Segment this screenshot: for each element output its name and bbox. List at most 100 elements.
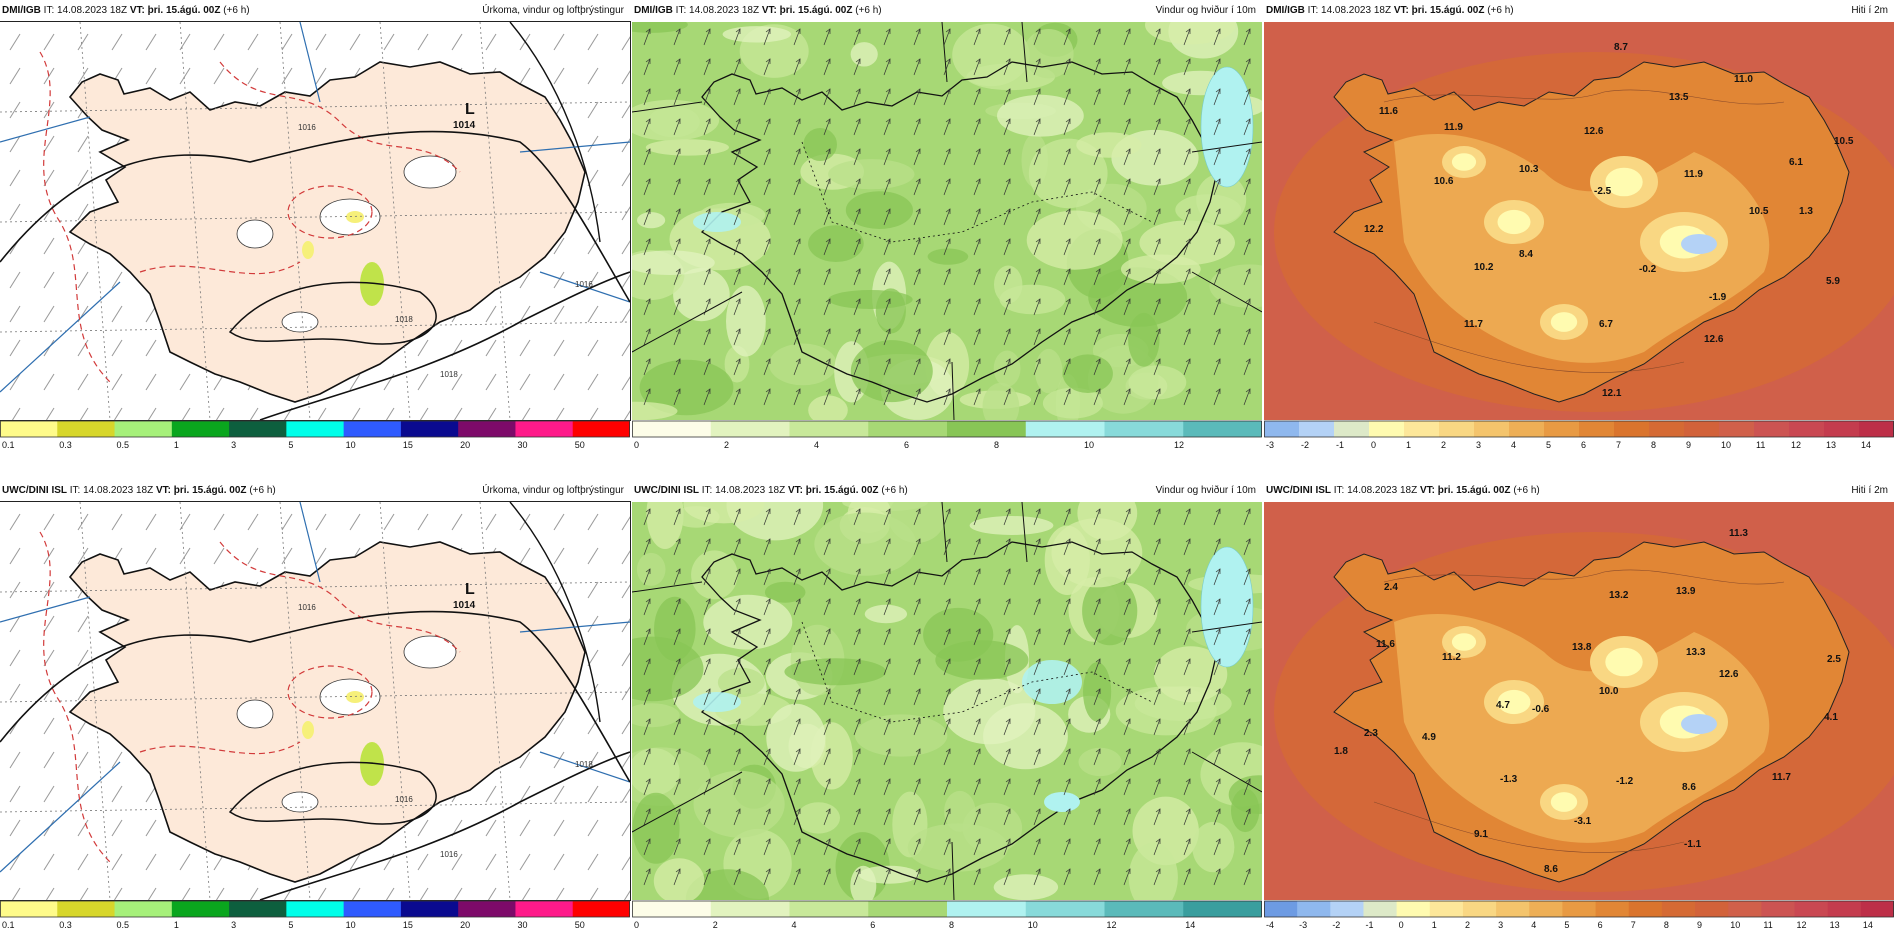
issue-time: IT: 14.08.2023 18Z (699, 485, 788, 496)
colorbar-swatch (1396, 901, 1431, 917)
iceland-coast (700, 541, 1218, 883)
temperature-label: 11.9 (1444, 122, 1463, 133)
lead-time: (+6 h) (852, 5, 882, 16)
colorbar: -3 -2 -1 0 1 2 3 4 5 6 7 8 9 10 11 12 13 14 (1264, 420, 1895, 454)
colorbar-swatch (1684, 421, 1720, 437)
colorbar-tick-label: 8 (949, 920, 954, 930)
colorbar-swatch (458, 901, 516, 917)
temperature-label: 6.7 (1599, 319, 1613, 330)
temperature-label: 10.5 (1834, 136, 1854, 147)
colorbar-tick-label: 12 (1797, 920, 1807, 930)
temperature-label: 10.5 (1749, 206, 1769, 217)
map-canvas (632, 502, 1262, 900)
colorbar-tick-label: 2 (713, 920, 718, 930)
colorbar-tick-label: 0 (634, 440, 639, 450)
lead-time: (+6 h) (246, 485, 276, 496)
colorbar-swatch (1297, 901, 1331, 917)
colorbar-tick-label: 13 (1826, 440, 1836, 450)
colorbar-swatch (1334, 421, 1370, 437)
colorbar-swatch (1719, 421, 1755, 437)
colorbar-tick-label: 3 (1476, 440, 1481, 450)
colorbar-swatch (0, 421, 58, 437)
colorbar-swatch (789, 901, 869, 917)
temperature-label: 10.2 (1474, 262, 1494, 273)
colorbar-tick-label: 10 (346, 920, 356, 930)
colorbar-swatch (1509, 421, 1545, 437)
colorbar-tick-label: 9 (1697, 920, 1702, 930)
temperature-label: -1.3 (1500, 774, 1518, 785)
map-canvas: 8.7 11.0 13.5 11.6 11.9 12.6 10.5 10.6 10.3 6.1 11… (1264, 22, 1894, 420)
temperature-label: 11.2 (1442, 652, 1461, 663)
temperature-label: 10.0 (1599, 686, 1619, 697)
colorbar-swatch (1628, 901, 1663, 917)
colorbar-swatch (114, 901, 173, 917)
colorbar-tick-label: 0.3 (59, 440, 72, 450)
model-name: DMI/IGB (1266, 5, 1305, 16)
temperature-label: 12.6 (1584, 126, 1604, 137)
temperature-label: 12.6 (1719, 669, 1739, 680)
lead-time: (+6 h) (220, 5, 250, 16)
colorbar-swatch (632, 421, 712, 437)
colorbar-tick-label: 12 (1107, 920, 1117, 930)
colorbar-tick-label: 1 (1432, 920, 1437, 930)
temperature-label: 11.3 (1729, 528, 1748, 539)
temperature-label: 10.6 (1434, 176, 1454, 187)
colorbar-tick-label: 14 (1863, 920, 1873, 930)
isobar-label: 1018 (440, 370, 458, 379)
field-name: Hiti í 2m (1851, 5, 1888, 16)
field-name: Úrkoma, vindur og loftþrýstingur (482, 485, 624, 496)
colorbar-tick-label: 10 (1730, 920, 1740, 930)
field-name: Vindur og hviður í 10m (1155, 5, 1256, 16)
temperature-label: 12.1 (1602, 388, 1622, 399)
colorbar-tick-label: 11 (1756, 440, 1765, 450)
temperature-label: 13.5 (1669, 92, 1689, 103)
colorbar-tick-label: 14 (1185, 920, 1195, 930)
temperature-label: 13.9 (1676, 586, 1696, 597)
colorbar-swatch (947, 421, 1027, 437)
colorbar-tick-label: 0.3 (59, 920, 72, 930)
colorbar-tick-label: 50 (575, 440, 585, 450)
panel-uwc-precip: UWC/DINI ISL IT: 14.08.2023 18Z VT: þri.… (0, 480, 631, 940)
colorbar-swatch (1025, 421, 1105, 437)
colorbar-swatch (1824, 421, 1860, 437)
isobar-label: 1016 (298, 123, 316, 132)
colorbar-tick-label: 10 (346, 440, 356, 450)
colorbar-swatch (1728, 901, 1762, 917)
isobar (259, 751, 630, 900)
temperature-label: 8.6 (1544, 864, 1558, 875)
colorbar-tick-label: 4 (814, 440, 819, 450)
field-name: Vindur og hviður í 10m (1155, 485, 1256, 496)
colorbar-tick-label: 15 (403, 920, 413, 930)
colorbar-swatch (400, 421, 459, 437)
temperature-label: 2.4 (1384, 582, 1398, 593)
colorbar-swatch (1183, 901, 1263, 917)
colorbar: 0.1 0.3 0.5 1 3 5 10 15 20 30 50 (0, 420, 631, 454)
colorbar-tick-label: -4 (1266, 920, 1274, 930)
colorbar-tick-label: 7 (1616, 440, 1621, 450)
issue-time: IT: 14.08.2023 18Z (1331, 485, 1420, 496)
colorbar-swatch (632, 901, 712, 917)
colorbar-tick-label: -3 (1266, 440, 1274, 450)
model-name: DMI/IGB (2, 5, 41, 16)
colorbar-tick-label: 0.1 (2, 920, 15, 930)
colorbar-swatch (1404, 421, 1440, 437)
colorbar-tick-label: 15 (403, 440, 413, 450)
temperature-label: -3.1 (1574, 816, 1592, 827)
colorbar-swatch (0, 901, 58, 917)
colorbar-swatch (1183, 421, 1263, 437)
colorbar-tick-label: 5 (1546, 440, 1551, 450)
colorbar-swatch (1579, 421, 1615, 437)
colorbar-tick-label: 0 (634, 920, 639, 930)
issue-time: IT: 14.08.2023 18Z (67, 485, 156, 496)
colorbar-tick-label: 12 (1174, 440, 1184, 450)
temperature-label: 5.9 (1826, 276, 1840, 287)
colorbar-swatch (1860, 901, 1895, 917)
temperature-label: 8.4 (1519, 249, 1533, 260)
map-canvas: 1016 1018 1018 1016 L 1014 (0, 21, 631, 421)
temperature-label: 13.3 (1686, 647, 1706, 658)
colorbar-tick-label: 7 (1631, 920, 1636, 930)
colorbar-tick-label: 20 (460, 920, 470, 930)
temperature-label: 11.6 (1379, 106, 1398, 117)
colorbar-tick-label: 3 (231, 440, 236, 450)
field-name: Hiti í 2m (1851, 485, 1888, 496)
